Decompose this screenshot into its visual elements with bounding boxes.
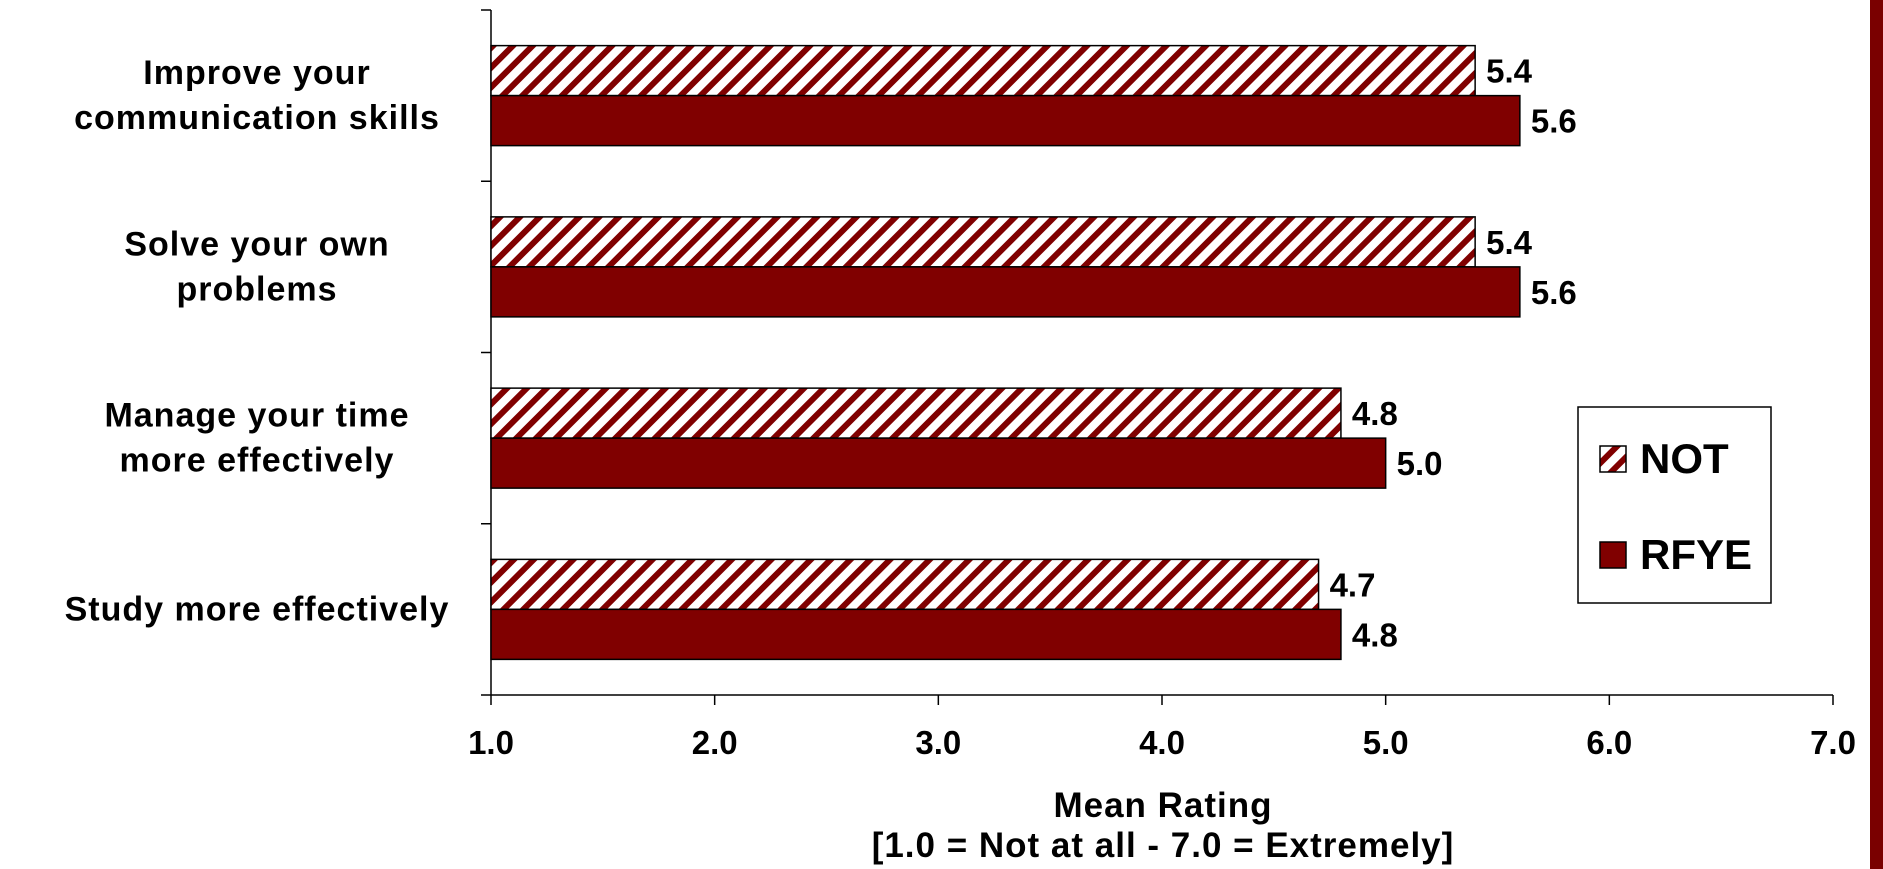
x-tick-label: 4.0: [1139, 724, 1185, 761]
bar-rfye: [490, 437, 1387, 489]
legend-label-rfye: RFYE: [1640, 531, 1752, 578]
legend-label-not: NOT: [1640, 435, 1729, 482]
data-label: 4.8: [1352, 616, 1398, 653]
category-label: Improve your: [143, 54, 370, 92]
x-tick-label: 3.0: [915, 724, 961, 761]
axes: 1.0 2.0 3.0 4.0 5.0 6.0 7.0: [468, 9, 1856, 761]
legend-swatch-rfye: [1599, 541, 1627, 569]
labels: Improve your communication skills 5.4 5.6 So…: [65, 53, 1577, 654]
category-label: Solve your own: [124, 225, 389, 263]
data-label: 4.7: [1330, 566, 1376, 603]
data-label: 5.4: [1486, 224, 1533, 261]
x-tick-label: 6.0: [1586, 724, 1632, 761]
bar-rfye: [490, 266, 1521, 318]
bar-not: [490, 216, 1476, 268]
bar-not: [490, 44, 1476, 97]
bars: [490, 44, 1521, 661]
legend-box: [1577, 406, 1772, 604]
data-label: 5.4: [1486, 53, 1533, 90]
bar-rfye: [490, 94, 1521, 147]
category-label: Manage your time: [104, 397, 409, 435]
x-tick-label: 5.0: [1363, 724, 1409, 761]
data-label: 5.0: [1397, 445, 1443, 482]
category-label: problems: [176, 270, 337, 308]
right-border: [1870, 0, 1883, 869]
x-tick-label: 7.0: [1810, 724, 1856, 761]
data-label: 5.6: [1531, 103, 1577, 140]
x-tick-label: 2.0: [692, 724, 738, 761]
category-label: more effectively: [120, 442, 395, 480]
x-tick-label: 1.0: [468, 724, 514, 761]
category-label: communication skills: [74, 99, 440, 137]
legend: NOT RFYE: [1577, 406, 1772, 604]
legend-swatch-not: [1599, 445, 1627, 473]
x-axis-subtitle: [1.0 = Not at all - 7.0 = Extremely]: [872, 826, 1455, 865]
data-label: 4.8: [1352, 395, 1398, 432]
bar-not: [490, 387, 1342, 439]
x-axis-title: Mean Rating: [1053, 786, 1272, 825]
data-label: 5.6: [1531, 274, 1577, 311]
category-label: Study more effectively: [65, 590, 450, 628]
bar-not: [490, 558, 1320, 611]
bar-rfye: [490, 608, 1342, 661]
